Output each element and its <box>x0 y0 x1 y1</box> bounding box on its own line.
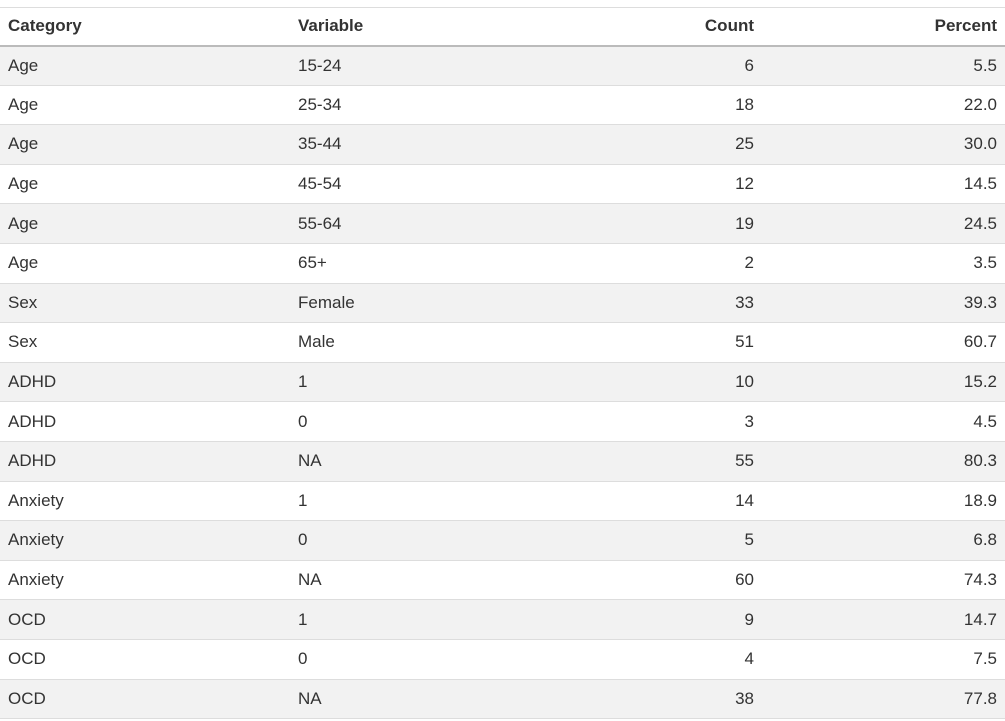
table-row: ADHD 0 3 4.5 <box>0 401 1005 442</box>
cell-percent: 6.8 <box>762 520 1005 561</box>
table-row: Age 35-44 25 30.0 <box>0 124 1005 165</box>
cell-variable: NA <box>290 678 580 720</box>
cell-count: 51 <box>580 322 762 363</box>
cell-count: 55 <box>580 440 762 482</box>
header-category: Category <box>0 7 290 47</box>
cell-count: 4 <box>580 638 762 679</box>
cell-count: 14 <box>580 480 762 521</box>
cell-category: Anxiety <box>0 480 290 521</box>
table-row: Age 15-24 6 5.5 <box>0 45 1005 86</box>
cell-percent: 30.0 <box>762 124 1005 165</box>
cell-percent: 14.7 <box>762 599 1005 640</box>
cell-count: 18 <box>580 84 762 125</box>
cell-variable: 35-44 <box>290 124 580 165</box>
cell-variable: Female <box>290 282 580 323</box>
cell-category: Age <box>0 163 290 204</box>
cell-category: Anxiety <box>0 520 290 561</box>
cell-variable: 0 <box>290 520 580 561</box>
cell-category: ADHD <box>0 401 290 442</box>
cell-category: Sex <box>0 322 290 363</box>
header-percent: Percent <box>762 7 1005 47</box>
cell-count: 6 <box>580 45 762 86</box>
cell-count: 2 <box>580 242 762 284</box>
table-row: Sex Male 51 60.7 <box>0 322 1005 363</box>
cell-count: 25 <box>580 124 762 165</box>
cell-category: Age <box>0 45 290 86</box>
cell-variable: 55-64 <box>290 203 580 244</box>
table-row: Anxiety 0 5 6.8 <box>0 520 1005 561</box>
cell-variable: NA <box>290 440 580 482</box>
cell-variable: 1 <box>290 361 580 402</box>
cell-count: 33 <box>580 282 762 323</box>
cell-variable: 1 <box>290 480 580 521</box>
table-row: Age 55-64 19 24.5 <box>0 203 1005 244</box>
cell-category: OCD <box>0 638 290 679</box>
cell-count: 9 <box>580 599 762 640</box>
cell-count: 38 <box>580 678 762 720</box>
table-row: Anxiety 1 14 18.9 <box>0 480 1005 521</box>
cell-percent: 14.5 <box>762 163 1005 204</box>
cell-percent: 18.9 <box>762 480 1005 521</box>
table-row: OCD NA 38 77.8 <box>0 678 1005 720</box>
cell-category: Age <box>0 203 290 244</box>
table-row: Age 65+ 2 3.5 <box>0 242 1005 284</box>
cell-variable: 15-24 <box>290 45 580 86</box>
cell-variable: 1 <box>290 599 580 640</box>
cell-variable: 65+ <box>290 242 580 284</box>
cell-category: ADHD <box>0 440 290 482</box>
header-variable: Variable <box>290 7 580 47</box>
table-row: Age 25-34 18 22.0 <box>0 84 1005 125</box>
table-row: ADHD NA 55 80.3 <box>0 440 1005 482</box>
header-count: Count <box>580 7 762 47</box>
table-row: OCD 0 4 7.5 <box>0 638 1005 679</box>
cell-category: Sex <box>0 282 290 323</box>
cell-count: 3 <box>580 401 762 442</box>
cell-variable: Male <box>290 322 580 363</box>
cell-count: 19 <box>580 203 762 244</box>
table-row: OCD 1 9 14.7 <box>0 599 1005 640</box>
cell-percent: 60.7 <box>762 322 1005 363</box>
cell-variable: 45-54 <box>290 163 580 204</box>
cell-count: 60 <box>580 559 762 600</box>
cell-count: 12 <box>580 163 762 204</box>
cell-category: Age <box>0 242 290 284</box>
cell-percent: 77.8 <box>762 678 1005 720</box>
cell-variable: 25-34 <box>290 84 580 125</box>
header-row: Category Variable Count Percent <box>0 7 1005 47</box>
cell-percent: 74.3 <box>762 559 1005 600</box>
cell-variable: NA <box>290 559 580 600</box>
cell-variable: 0 <box>290 638 580 679</box>
table-row: Anxiety NA 60 74.3 <box>0 559 1005 600</box>
cell-percent: 7.5 <box>762 638 1005 679</box>
cell-variable: 0 <box>290 401 580 442</box>
cell-percent: 3.5 <box>762 242 1005 284</box>
table-body: Age 15-24 6 5.5 Age 25-34 18 22.0 Age 35-44 25 30.0… <box>0 45 1005 720</box>
cell-percent: 22.0 <box>762 84 1005 125</box>
cell-percent: 5.5 <box>762 45 1005 86</box>
cell-count: 5 <box>580 520 762 561</box>
cell-category: OCD <box>0 678 290 720</box>
cell-percent: 24.5 <box>762 203 1005 244</box>
data-table: Category Variable Count Percent Age 15-24… <box>0 7 1005 720</box>
cell-percent: 39.3 <box>762 282 1005 323</box>
cell-category: Anxiety <box>0 559 290 600</box>
cell-category: Age <box>0 84 290 125</box>
table-row: Age 45-54 12 14.5 <box>0 163 1005 204</box>
data-table-container: Category Variable Count Percent Age 15-24… <box>0 7 1005 720</box>
cell-category: Age <box>0 124 290 165</box>
cell-category: ADHD <box>0 361 290 402</box>
cell-percent: 80.3 <box>762 440 1005 482</box>
cell-percent: 4.5 <box>762 401 1005 442</box>
cell-count: 10 <box>580 361 762 402</box>
cell-category: OCD <box>0 599 290 640</box>
table-row: ADHD 1 10 15.2 <box>0 361 1005 402</box>
table-row: Sex Female 33 39.3 <box>0 282 1005 323</box>
table-header: Category Variable Count Percent <box>0 7 1005 47</box>
cell-percent: 15.2 <box>762 361 1005 402</box>
